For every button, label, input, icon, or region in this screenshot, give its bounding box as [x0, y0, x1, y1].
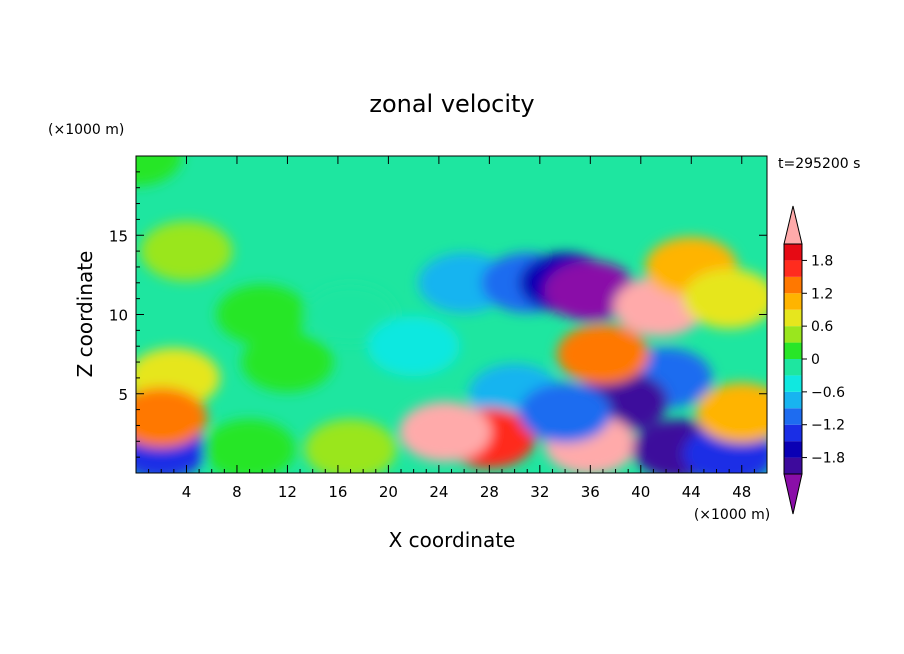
y-tick-label: 5 — [118, 386, 128, 404]
field-feature-0 — [136, 156, 182, 186]
field-feature-5 — [304, 284, 397, 345]
field-feature-20 — [399, 401, 492, 462]
colorbar-band — [784, 260, 802, 277]
x-tick-label: 28 — [480, 483, 499, 501]
colorbar-band — [784, 276, 802, 294]
x-axis-label: X coordinate — [389, 528, 516, 552]
field-feature-26 — [136, 387, 208, 448]
field-feature-4 — [241, 332, 334, 393]
colorbar-band — [784, 391, 802, 409]
colorbar-band — [784, 244, 802, 261]
colorbar-band — [784, 293, 802, 310]
colorbar-band — [784, 375, 802, 392]
colorbar-band — [784, 309, 802, 327]
colorbar-max-arrow — [783, 205, 803, 245]
x-tick-label: 20 — [379, 483, 398, 501]
x-axis-unit: (×1000 m) — [694, 507, 770, 523]
field-feature-7 — [418, 252, 511, 313]
chart-title: zonal velocity — [369, 90, 534, 118]
colorbar-band — [784, 408, 802, 425]
y-tick-label: 15 — [109, 227, 128, 245]
x-tick-label: 48 — [732, 483, 751, 501]
x-tick-label: 16 — [328, 483, 347, 501]
field-feature-28 — [695, 382, 767, 443]
colorbar-band — [784, 457, 802, 474]
x-tick-label: 32 — [530, 483, 549, 501]
colorbar-band — [784, 359, 802, 376]
colorbar-tick-label: 1.2 — [811, 286, 833, 302]
x-tick-label: 24 — [429, 483, 448, 501]
time-label: t=295200 s — [778, 156, 860, 172]
colorbar-band — [784, 424, 802, 442]
x-tick-label: 36 — [581, 483, 600, 501]
y-axis-unit: (×1000 m) — [48, 122, 124, 138]
colorbar: 1.8 1.2 0.6 0 −0.6 −1.2 −1.8 — [783, 205, 845, 515]
colorbar-min-arrow — [783, 473, 803, 515]
colorbar-tick-label: −0.6 — [811, 385, 845, 401]
field-feature-6 — [367, 316, 460, 377]
colorbar-band — [784, 326, 802, 343]
field-features — [136, 156, 767, 473]
field-feature-10 — [544, 260, 637, 321]
field-feature-25 — [304, 419, 397, 473]
x-tick-label: 8 — [232, 483, 242, 501]
field-feature-14 — [683, 268, 767, 329]
field-area — [136, 156, 767, 473]
field-feature-2 — [140, 221, 233, 282]
colorbar-tick-label: −1.8 — [811, 451, 845, 467]
colorbar-tick-label: 1.8 — [811, 253, 833, 269]
field-feature-1 — [216, 284, 309, 345]
y-tick-label: 10 — [109, 307, 128, 325]
colorbar-tick-label: 0.6 — [811, 319, 833, 335]
colorbar-tick-label: 0 — [811, 352, 820, 368]
x-tick-label: 40 — [631, 483, 650, 501]
x-tick-label: 12 — [278, 483, 297, 501]
field-feature-24 — [203, 419, 296, 473]
y-axis-label: Z coordinate — [73, 251, 97, 378]
colorbar-band — [784, 441, 802, 458]
field-feature-17 — [556, 324, 649, 385]
x-tick-label: 44 — [682, 483, 701, 501]
x-axis-ticks: 4 8 12 16 20 24 28 32 36 40 44 48 — [148, 156, 755, 501]
y-axis-ticks: 5 10 15 — [109, 171, 767, 458]
field-feature-27 — [519, 382, 612, 443]
x-tick-label: 4 — [182, 483, 192, 501]
colorbar-tick-label: −1.2 — [811, 418, 845, 434]
colorbar-band — [784, 342, 802, 359]
